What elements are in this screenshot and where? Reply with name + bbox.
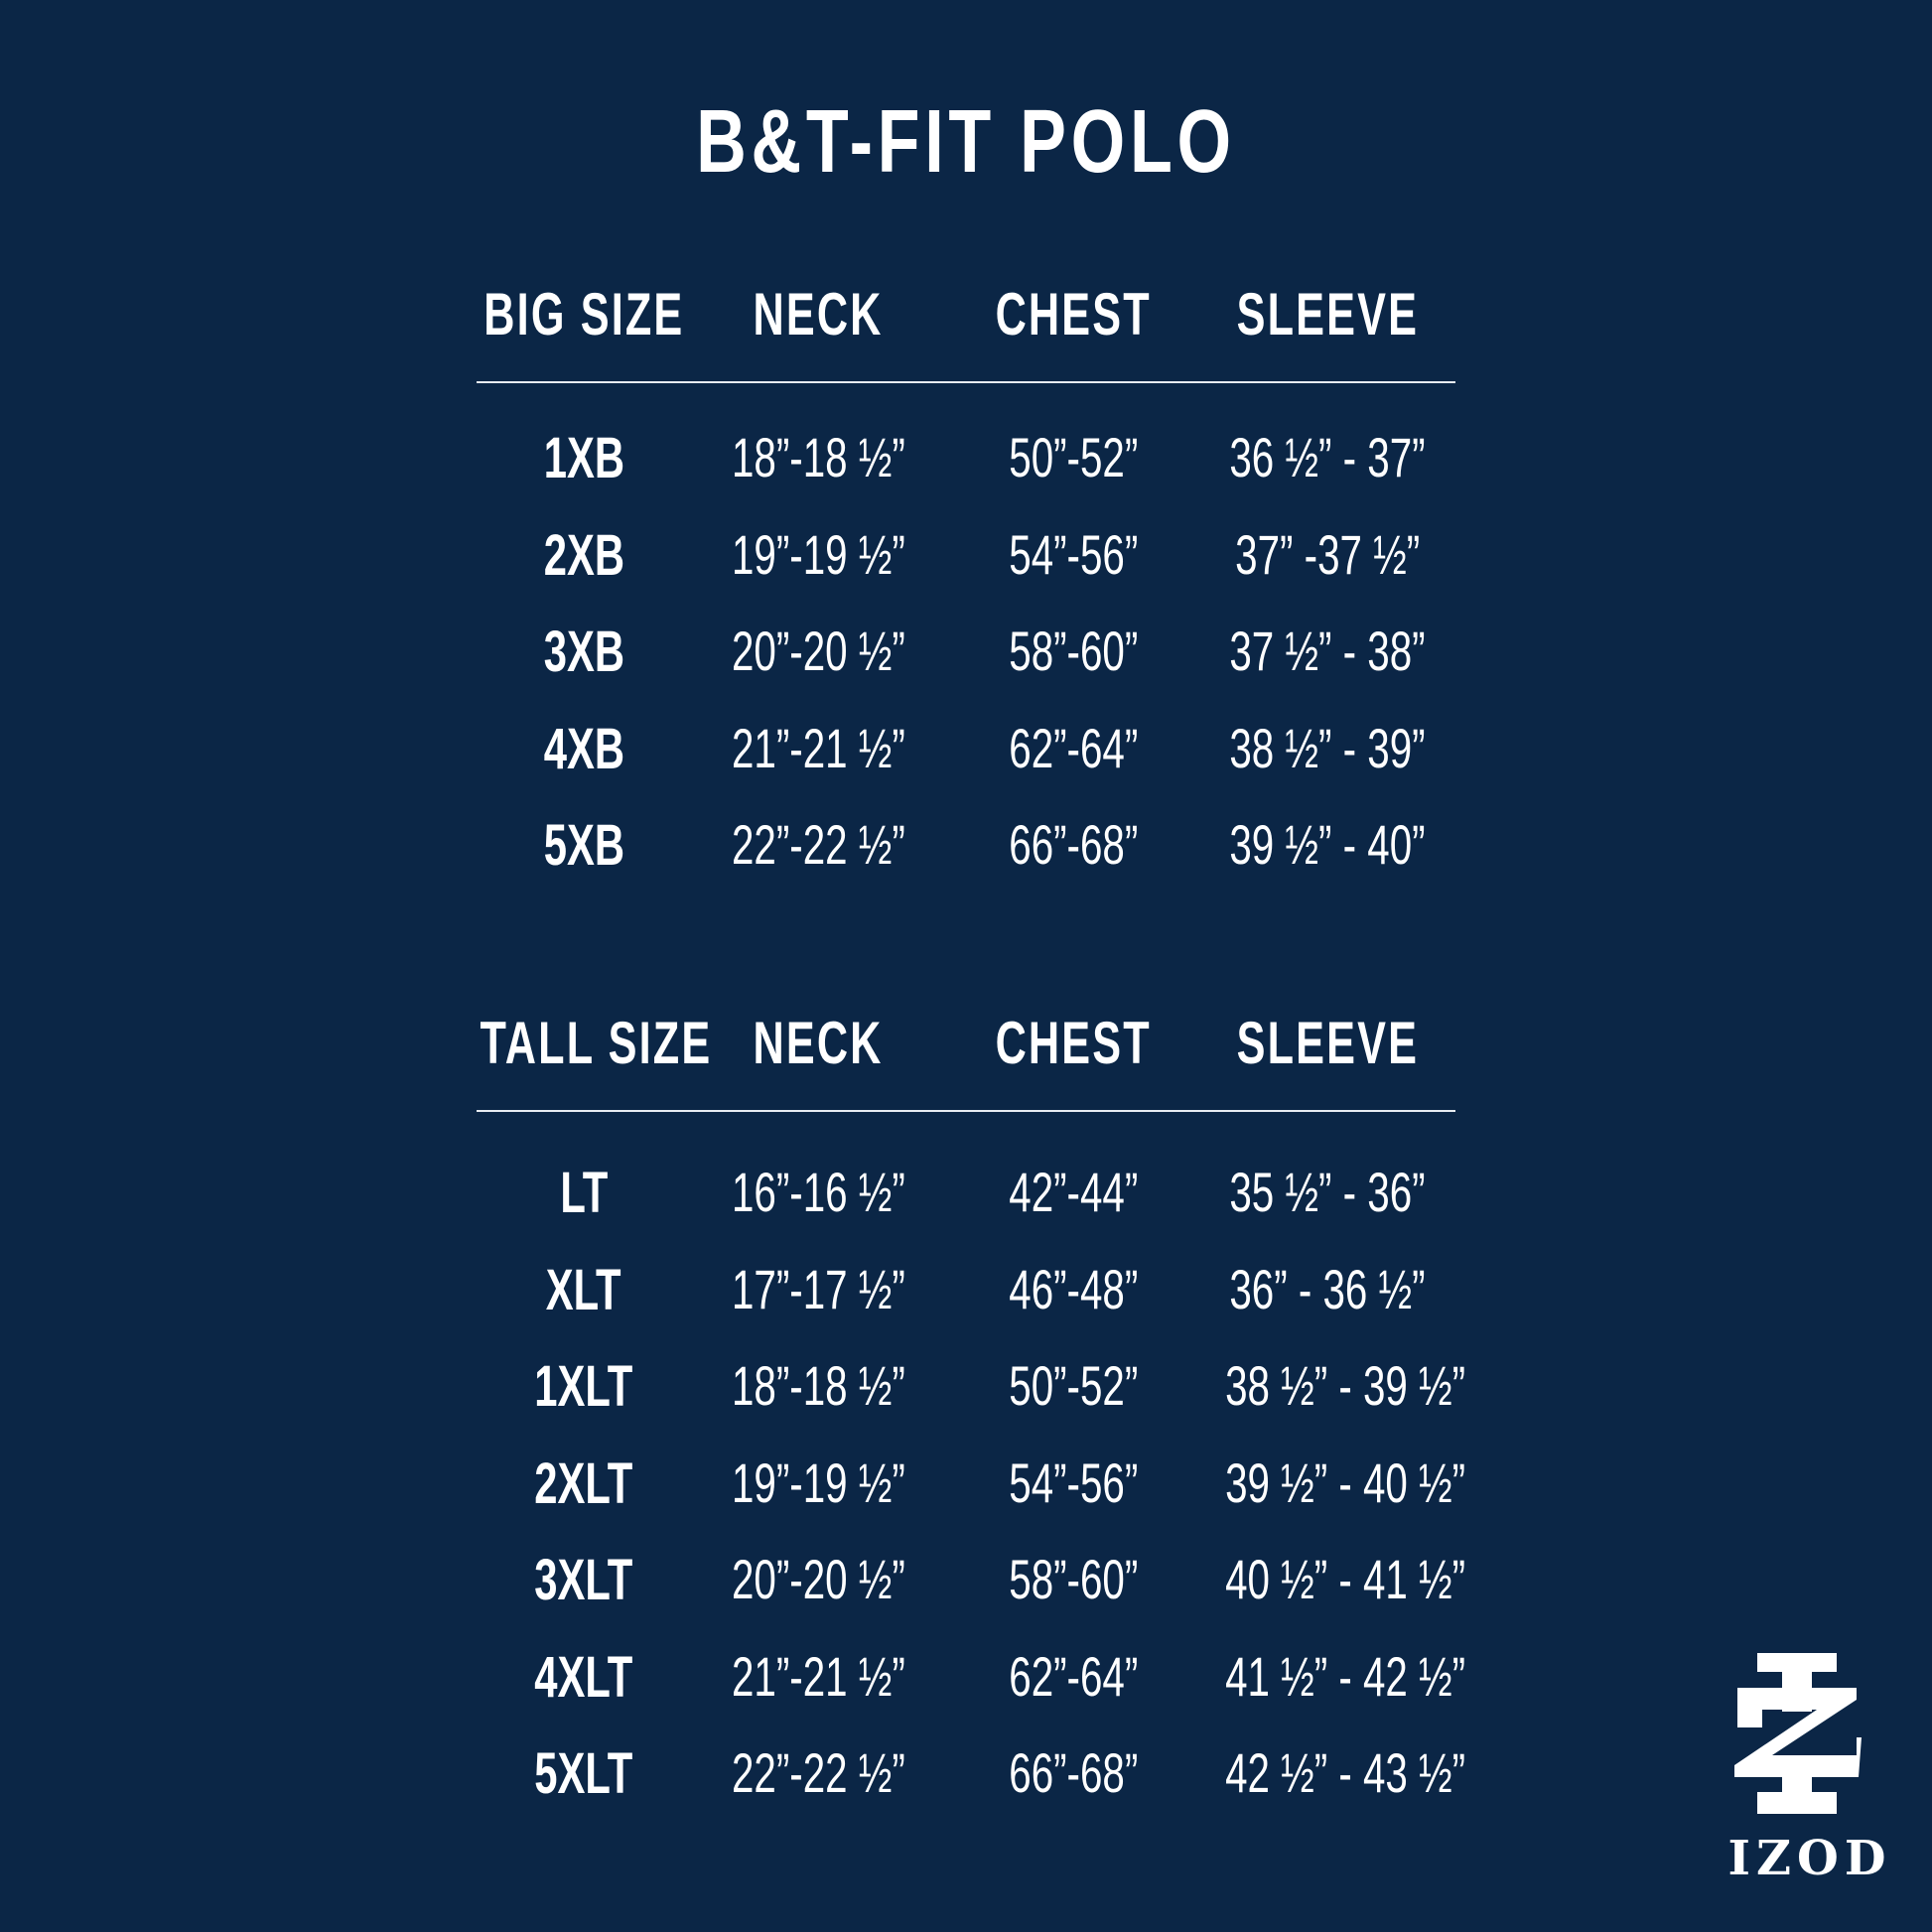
- sleeve-header: SLEEVE: [1236, 281, 1419, 347]
- size-cell: XLT: [546, 1257, 621, 1322]
- neck-cell: 18”-18 ½”: [731, 426, 905, 488]
- neck-cell: 19”-19 ½”: [731, 522, 905, 586]
- table-row: LT 16”-16 ½” 42”-44” 35 ½” - 36”: [0, 1160, 1932, 1225]
- table-row: XLT 17”-17 ½” 46”-48” 36” - 36 ½”: [0, 1257, 1932, 1322]
- neck-cell: 20”-20 ½”: [731, 1548, 905, 1610]
- table-row: 2XB 19”-19 ½” 54”-56” 37” -37 ½”: [0, 522, 1932, 588]
- chest-cell: 54”-56”: [1009, 1450, 1138, 1514]
- chest-cell: 42”-44”: [1009, 1161, 1138, 1223]
- sleeve-cell: 39 ½” - 40”: [1229, 813, 1426, 876]
- table-row: 5XLT 22”-22 ½” 66”-68” 42 ½” - 43 ½”: [0, 1740, 1932, 1806]
- table-row: 2XLT 19”-19 ½” 54”-56” 39 ½” - 40 ½”: [0, 1450, 1932, 1516]
- sleeve-cell: 40 ½” - 41 ½”: [1225, 1548, 1466, 1610]
- chest-cell: 54”-56”: [1009, 522, 1138, 586]
- neck-cell: 21”-21 ½”: [731, 716, 905, 779]
- chest-header: CHEST: [995, 281, 1152, 347]
- chest-cell: 46”-48”: [1009, 1257, 1138, 1320]
- table-row: 1XB 18”-18 ½” 50”-52” 36 ½” - 37”: [0, 425, 1932, 490]
- table-row: 3XLT 20”-20 ½” 58”-60” 40 ½” - 41 ½”: [0, 1547, 1932, 1612]
- size-cell: LT: [560, 1161, 608, 1225]
- header-divider: [477, 381, 1455, 383]
- izod-logo: IZOD: [1688, 1628, 1932, 1886]
- size-cell: 4XB: [543, 716, 624, 781]
- sleeve-cell: 41 ½” - 42 ½”: [1225, 1644, 1466, 1708]
- size-cell: 2XB: [543, 522, 624, 588]
- table-row: 4XB 21”-21 ½” 62”-64” 38 ½” - 39”: [0, 716, 1932, 781]
- chest-cell: 62”-64”: [1009, 1644, 1138, 1708]
- neck-cell: 18”-18 ½”: [731, 1354, 905, 1417]
- neck-cell: 17”-17 ½”: [731, 1257, 905, 1320]
- chest-cell: 62”-64”: [1009, 716, 1138, 779]
- neck-header: NECK: [753, 1010, 884, 1076]
- neck-cell: 21”-21 ½”: [731, 1644, 905, 1708]
- neck-cell: 16”-16 ½”: [731, 1161, 905, 1223]
- table-header: TALL SIZE NECK CHEST SLEEVE: [0, 1009, 1932, 1078]
- size-cell: 2XLT: [534, 1450, 633, 1516]
- chest-cell: 66”-68”: [1009, 1741, 1138, 1804]
- neck-header: NECK: [753, 281, 884, 347]
- sleeve-header: SLEEVE: [1236, 1010, 1419, 1076]
- izod-wordmark: IZOD: [1728, 1831, 1892, 1886]
- sleeve-cell: 38 ½” - 39”: [1229, 716, 1426, 779]
- size-cell: 4XLT: [534, 1644, 633, 1710]
- sleeve-cell: 39 ½” - 40 ½”: [1225, 1450, 1466, 1514]
- sleeve-cell: 42 ½” - 43 ½”: [1225, 1741, 1466, 1804]
- size-header: TALL SIZE: [480, 1010, 713, 1076]
- table-header: BIG SIZE NECK CHEST SLEEVE: [0, 280, 1932, 349]
- sleeve-cell: 36 ½” - 37”: [1229, 426, 1426, 488]
- size-cell: 5XB: [543, 813, 624, 878]
- table-row: 1XLT 18”-18 ½” 50”-52” 38 ½” - 39 ½”: [0, 1353, 1932, 1419]
- neck-cell: 20”-20 ½”: [731, 620, 905, 682]
- size-cell: 3XB: [543, 620, 624, 684]
- chest-cell: 66”-68”: [1009, 813, 1138, 876]
- size-cell: 5XLT: [534, 1741, 633, 1806]
- page-title: B&T-FIT POLO: [696, 92, 1236, 192]
- sleeve-cell: 37 ½” - 38”: [1229, 620, 1426, 682]
- chest-cell: 58”-60”: [1009, 1548, 1138, 1610]
- size-cell: 1XLT: [534, 1354, 633, 1419]
- size-header: BIG SIZE: [483, 281, 685, 347]
- neck-cell: 22”-22 ½”: [731, 813, 905, 876]
- table-row: 3XB 20”-20 ½” 58”-60” 37 ½” - 38”: [0, 619, 1932, 684]
- chest-cell: 50”-52”: [1009, 426, 1138, 488]
- header-divider: [477, 1110, 1455, 1112]
- chest-cell: 50”-52”: [1009, 1354, 1138, 1417]
- size-cell: 1XB: [543, 426, 624, 490]
- sleeve-cell: 35 ½” - 36”: [1229, 1161, 1426, 1223]
- chest-header: CHEST: [995, 1010, 1152, 1076]
- table-row: 4XLT 21”-21 ½” 62”-64” 41 ½” - 42 ½”: [0, 1644, 1932, 1710]
- neck-cell: 22”-22 ½”: [731, 1741, 905, 1804]
- chest-cell: 58”-60”: [1009, 620, 1138, 682]
- neck-cell: 19”-19 ½”: [731, 1450, 905, 1514]
- sleeve-cell: 38 ½” - 39 ½”: [1225, 1354, 1466, 1417]
- table-row: 5XB 22”-22 ½” 66”-68” 39 ½” - 40”: [0, 812, 1932, 878]
- sleeve-cell: 37” -37 ½”: [1234, 522, 1421, 586]
- size-cell: 3XLT: [534, 1548, 633, 1612]
- sleeve-cell: 36” - 36 ½”: [1229, 1257, 1426, 1320]
